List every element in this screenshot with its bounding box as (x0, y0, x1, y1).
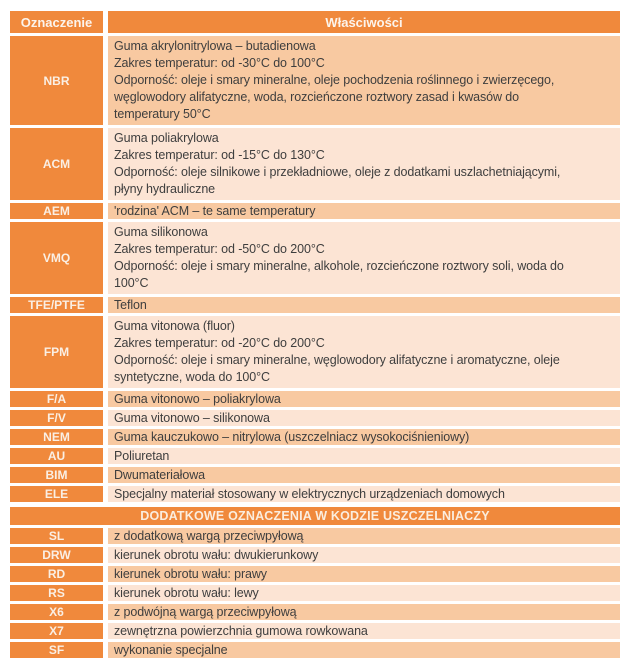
extra-desc: kierunek obrotu wału: lewy (108, 585, 620, 601)
extra-code: X7 (10, 623, 103, 639)
material-desc: Guma kauczukowo – nitrylowa (uszczelniac… (108, 429, 620, 445)
table-header-row: Oznaczenie Właściwości (10, 11, 620, 33)
extra-desc: zewnętrzna powierzchnia gumowa rowkowana (108, 623, 620, 639)
extra-code: RD (10, 566, 103, 582)
extra-row-x6: X6 z podwójną wargą przeciwpyłową (10, 604, 620, 620)
material-code: F/A (10, 391, 103, 407)
material-desc: Teflon (108, 297, 620, 313)
material-code: FPM (10, 316, 103, 388)
extra-code: DRW (10, 547, 103, 563)
material-row-fpm: FPM Guma vitonowa (fluor) Zakres tempera… (10, 316, 620, 388)
material-row-nbr: NBR Guma akrylonitrylowa – butadienowa Z… (10, 36, 620, 125)
material-desc: Poliuretan (108, 448, 620, 464)
material-desc: Dwumateriałowa (108, 467, 620, 483)
extra-code: X6 (10, 604, 103, 620)
material-row-au: AU Poliuretan (10, 448, 620, 464)
material-desc: Guma vitonowa (fluor) Zakres temperatur:… (108, 316, 620, 388)
material-code: BIM (10, 467, 103, 483)
material-desc: Guma vitonowo – silikonowa (108, 410, 620, 426)
extra-desc: kierunek obrotu wału: dwukierunkowy (108, 547, 620, 563)
extra-code: SF (10, 642, 103, 658)
material-row-nem: NEM Guma kauczukowo – nitrylowa (uszczel… (10, 429, 620, 445)
material-desc: Guma poliakrylowa Zakres temperatur: od … (108, 128, 620, 200)
material-code: F/V (10, 410, 103, 426)
material-row-fv: F/V Guma vitonowo – silikonowa (10, 410, 620, 426)
extra-desc: z podwójną wargą przeciwpyłową (108, 604, 620, 620)
material-row-fa: F/A Guma vitonowo – poliakrylowa (10, 391, 620, 407)
extra-row-sl: SL z dodatkową wargą przeciwpyłową (10, 528, 620, 544)
material-code: TFE/PTFE (10, 297, 103, 313)
material-row-vmq: VMQ Guma silikonowa Zakres temperatur: o… (10, 222, 620, 294)
extra-desc: wykonanie specjalne (108, 642, 620, 658)
extra-row-x7: X7 zewnętrzna powierzchnia gumowa rowkow… (10, 623, 620, 639)
material-desc: Specjalny materiał stosowany w elektrycz… (108, 486, 620, 502)
extra-desc: kierunek obrotu wału: prawy (108, 566, 620, 582)
material-code: ACM (10, 128, 103, 200)
material-row-acm: ACM Guma poliakrylowa Zakres temperatur:… (10, 128, 620, 200)
header-cell-wlasciwosci: Właściwości (108, 11, 620, 33)
material-code: AU (10, 448, 103, 464)
material-row-tfe-ptfe: TFE/PTFE Teflon (10, 297, 620, 313)
extra-row-rd: RD kierunek obrotu wału: prawy (10, 566, 620, 582)
material-code: NBR (10, 36, 103, 125)
extras-section-title: DODATKOWE OZNACZENIA W KODZIE USZCZELNIA… (10, 507, 620, 525)
material-row-aem: AEM 'rodzina' ACM – te same temperatury (10, 203, 620, 219)
material-desc: 'rodzina' ACM – te same temperatury (108, 203, 620, 219)
material-code: VMQ (10, 222, 103, 294)
material-code: ELE (10, 486, 103, 502)
materials-table: Oznaczenie Właściwości NBR Guma akryloni… (10, 11, 620, 502)
material-row-ele: ELE Specjalny materiał stosowany w elekt… (10, 486, 620, 502)
header-cell-oznaczenie: Oznaczenie (10, 11, 103, 33)
extra-row-rs: RS kierunek obrotu wału: lewy (10, 585, 620, 601)
extra-desc: z dodatkową wargą przeciwpyłową (108, 528, 620, 544)
material-code: AEM (10, 203, 103, 219)
extra-code: RS (10, 585, 103, 601)
material-code: NEM (10, 429, 103, 445)
extra-row-sf: SF wykonanie specjalne (10, 642, 620, 658)
material-desc: Guma akrylonitrylowa – butadienowa Zakre… (108, 36, 620, 125)
material-desc: Guma vitonowo – poliakrylowa (108, 391, 620, 407)
extra-row-drw: DRW kierunek obrotu wału: dwukierunkowy (10, 547, 620, 563)
extra-code: SL (10, 528, 103, 544)
material-row-bim: BIM Dwumateriałowa (10, 467, 620, 483)
material-desc: Guma silikonowa Zakres temperatur: od -5… (108, 222, 620, 294)
extras-table: SL z dodatkową wargą przeciwpyłową DRW k… (10, 528, 620, 658)
